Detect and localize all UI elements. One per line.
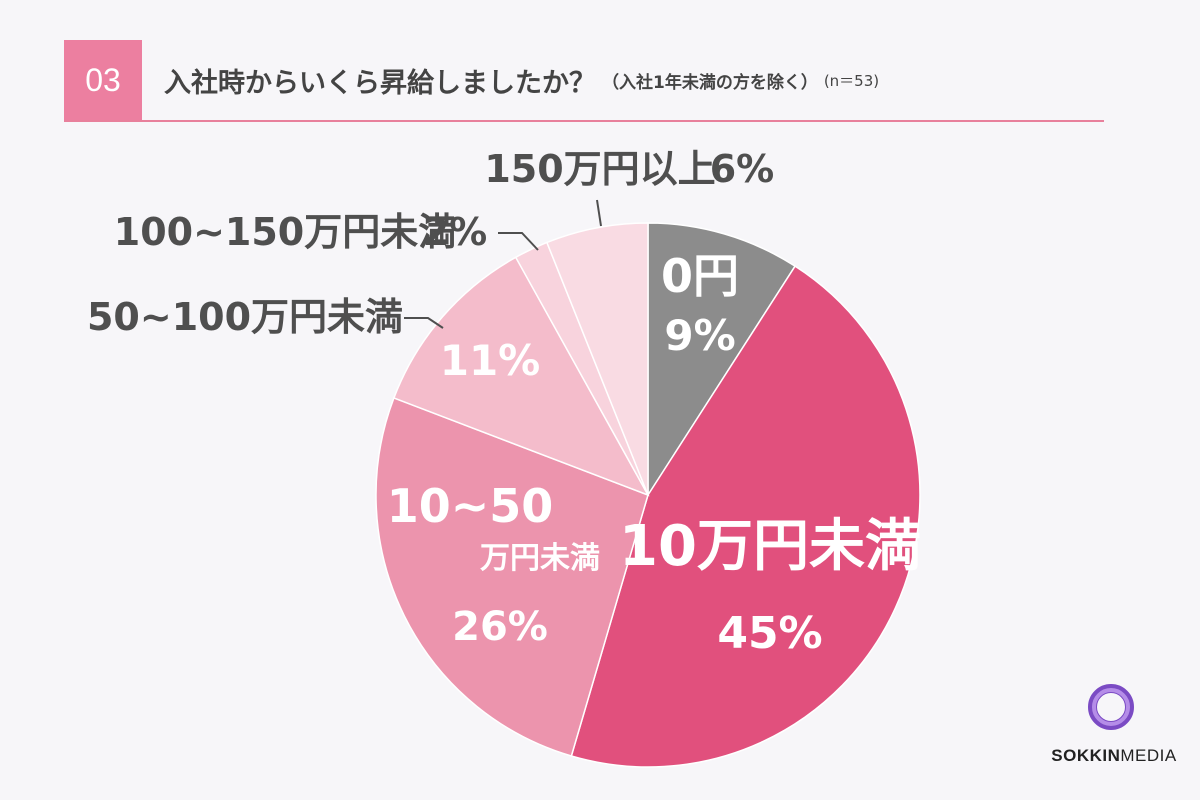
slice-percent-1: 45% — [717, 608, 822, 659]
question-header: 03 入社時からいくら昇給しましたか？ （入社1年未満の方を除く） (n＝53) — [64, 40, 1104, 122]
slice-percent-5: 6% — [710, 147, 775, 191]
slice-percent-4: 2% — [423, 210, 488, 254]
slice-label-5: 150万円以上 — [484, 147, 715, 191]
logo-inner-ring-icon — [1092, 688, 1130, 726]
slice-percent-2: 26% — [452, 604, 548, 650]
slice-label-2-0: 10~50 — [387, 479, 554, 533]
question-number-badge: 03 — [64, 40, 142, 120]
logo-wordmark: SOKKINMEDIA — [1051, 746, 1177, 765]
leader-line-5 — [596, 199, 602, 227]
pie-slice-2 — [375, 396, 649, 757]
leader-line-3 — [404, 317, 444, 329]
slice-label-2-1: 万円未満 — [480, 541, 600, 576]
slice-label-0-0: 0円 — [661, 249, 739, 303]
leader-line-4 — [498, 232, 539, 251]
pie-slice-0 — [647, 222, 797, 498]
slice-label-3: 50~100万円未満 — [87, 295, 403, 339]
question-title-main: 入社時からいくら昇給しましたか？ — [164, 67, 596, 99]
slice-percent-3: 11% — [440, 336, 541, 385]
slice-label-4: 100~150万円未満 — [114, 210, 456, 254]
question-title-note: （入社1年未満の方を除く） — [602, 72, 818, 93]
sample-size: (n＝53) — [823, 71, 880, 90]
sokkin-media-logo: SOKKINMEDIA — [1044, 682, 1184, 782]
slice-percent-0: 9% — [664, 311, 735, 360]
slice-label-1-0: 10万円未満 — [619, 514, 921, 579]
pie-slice-3 — [392, 256, 650, 497]
question-title: 入社時からいくら昇給しましたか？ （入社1年未満の方を除く） (n＝53) — [164, 40, 1104, 120]
pie-slice-5 — [545, 222, 649, 496]
pie-slice-1 — [570, 265, 921, 768]
